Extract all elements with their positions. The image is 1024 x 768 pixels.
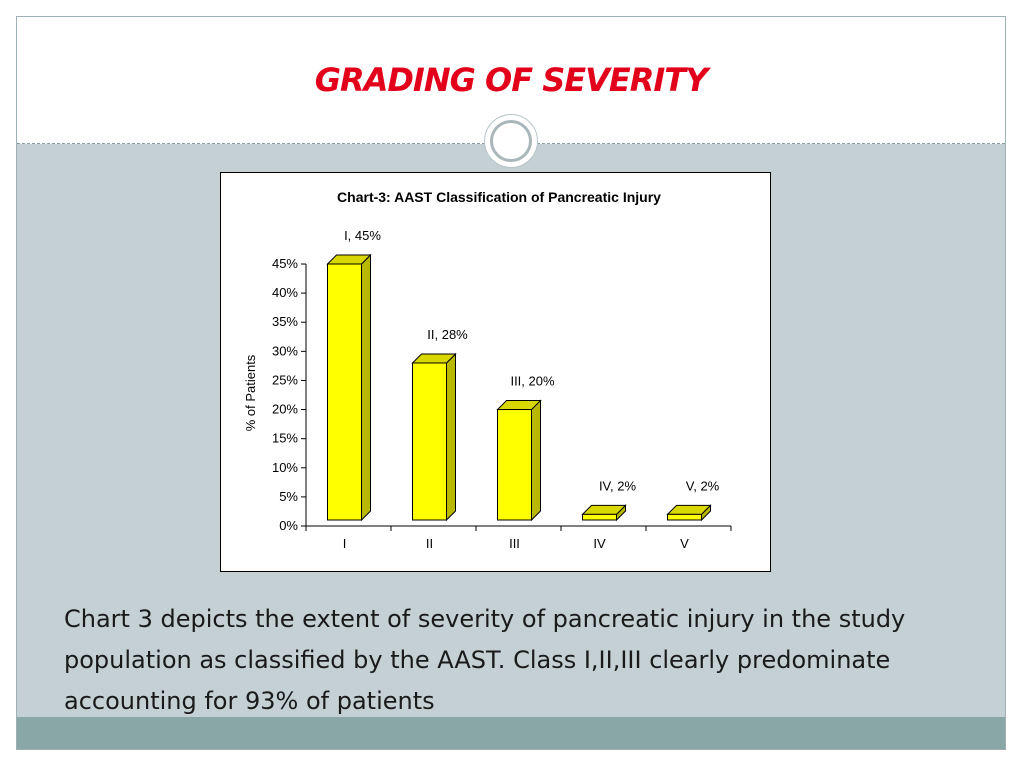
x-tick-label: I (343, 536, 347, 551)
y-tick-label: 25% (272, 372, 298, 387)
y-tick-label: 20% (272, 402, 298, 417)
bar (326, 253, 372, 522)
bar-front (582, 513, 617, 521)
y-tick-label: 0% (279, 518, 298, 533)
y-tick-label: 35% (272, 314, 298, 329)
chart-bars (326, 253, 712, 522)
slide: GRADING OF SEVERITY Chart-3: AAST Classi… (16, 16, 1006, 750)
bar-side (361, 253, 371, 522)
bar-side (446, 352, 456, 522)
slide-title: GRADING OF SEVERITY (314, 61, 709, 99)
bar-front (327, 263, 362, 521)
y-tick-label: 45% (272, 256, 298, 271)
data-label: II, 28% (427, 327, 468, 342)
y-tick-label: 30% (272, 343, 298, 358)
y-tick-label: 40% (272, 285, 298, 300)
x-tick-label: IV (593, 536, 606, 551)
x-tick-label: III (509, 536, 520, 551)
bar (666, 504, 712, 522)
data-label: V, 2% (686, 478, 720, 493)
bar-side (531, 399, 541, 522)
data-label: I, 45% (344, 228, 381, 243)
chart-title: Chart-3: AAST Classification of Pancreat… (337, 189, 661, 205)
x-tick-label: V (680, 536, 689, 551)
x-tick-label: II (426, 536, 433, 551)
y-tick-label: 15% (272, 431, 298, 446)
bar (581, 504, 627, 522)
bar-chart: Chart-3: AAST Classification of Pancreat… (243, 189, 732, 551)
bar-front (497, 409, 532, 521)
circle-ornament-icon (484, 114, 538, 168)
slide-caption: Chart 3 depicts the extent of severity o… (64, 605, 906, 715)
data-label: III, 20% (510, 374, 555, 389)
bar (411, 352, 457, 522)
bar (496, 399, 542, 522)
y-tick-label: 10% (272, 460, 298, 475)
bottom-band (17, 717, 1005, 749)
bar-front (667, 513, 702, 521)
chart-labels: I I, 45% II II, 28% III III, 20% IV IV, 2% V V, 2… (343, 228, 720, 551)
chart-container: Chart-3: AAST Classification of Pancreat… (220, 172, 771, 572)
data-label: IV, 2% (599, 478, 637, 493)
circle-ornament-inner (490, 120, 532, 162)
chart-axes: 0% 5% 10% 15% 20% 25% 30% 35% 40% 45% (272, 256, 732, 533)
y-axis-label: % of Patients (243, 354, 258, 431)
y-tick-label: 5% (279, 489, 298, 504)
bar-front (412, 362, 447, 521)
